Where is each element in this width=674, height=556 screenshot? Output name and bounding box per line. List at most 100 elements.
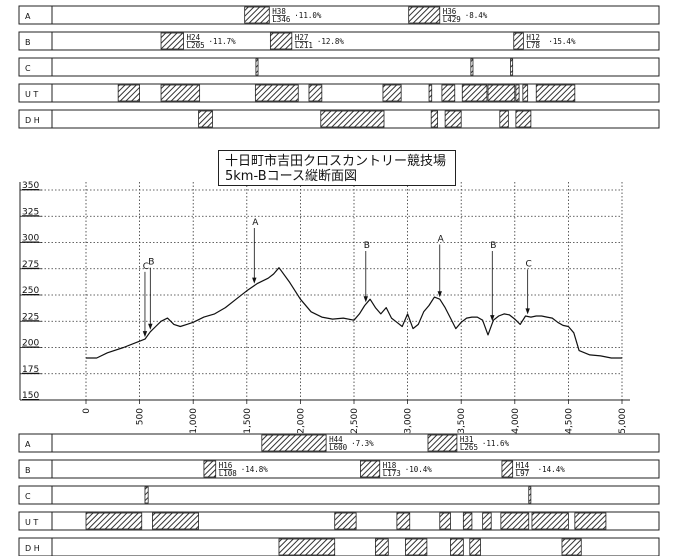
- band-row: D H: [18, 537, 660, 556]
- band-note-length: L108: [219, 469, 238, 478]
- band-block: [334, 512, 357, 530]
- band-note-length: L205: [187, 41, 205, 50]
- annotation-marker: A: [252, 218, 259, 284]
- annotation-arrow-head: [142, 331, 148, 338]
- band-block: [144, 486, 149, 504]
- band-label: U T: [25, 90, 38, 99]
- band-block: [405, 538, 428, 556]
- band-note-length: L265: [460, 443, 478, 452]
- band-frame: [18, 537, 660, 556]
- y-tick-label: 225: [22, 312, 39, 322]
- band-block: [439, 512, 451, 530]
- band-label: C: [25, 492, 31, 501]
- band-block: [462, 512, 473, 530]
- band-note-length: L78: [526, 41, 540, 50]
- band-note-height: H38: [272, 7, 286, 16]
- band-label: A: [25, 440, 31, 449]
- annotation-arrow-head: [437, 291, 442, 298]
- band-block: [261, 434, 327, 452]
- chart-title-line1: 十日町市吉田クロスカントリー競技場: [225, 154, 447, 169]
- annotation-marker: B: [490, 241, 496, 322]
- annotation-label: B: [148, 258, 154, 268]
- annotation-label: B: [364, 241, 370, 251]
- band-row: C: [18, 57, 660, 77]
- band-block: [152, 512, 199, 530]
- annotation-label: A: [438, 235, 445, 245]
- band-note-length: L97: [516, 469, 530, 478]
- band-block: [269, 32, 293, 50]
- band-block: [428, 84, 433, 102]
- x-tick-label: 1,500: [243, 408, 253, 434]
- annotation-arrow-head: [525, 308, 530, 315]
- band-note-height: H36: [443, 7, 457, 16]
- annotation-marker: A: [437, 235, 445, 298]
- band-block: [408, 6, 441, 24]
- band-row: D H: [18, 109, 660, 129]
- band-note-length: L173: [383, 469, 401, 478]
- band-note-length: L211: [295, 41, 313, 50]
- band-note-grade: ·15.4%: [548, 37, 576, 46]
- band-block: [482, 512, 492, 530]
- band-note-height: H27: [295, 33, 309, 42]
- band-block: [461, 84, 488, 102]
- band-block: [535, 84, 576, 102]
- band-block: [360, 460, 381, 478]
- band-row: C: [18, 485, 660, 505]
- chart-title-line2: 5km-Bコース縦断面図: [225, 169, 357, 184]
- annotation-label: B: [490, 241, 496, 251]
- x-tick-label: 2,500: [350, 408, 360, 434]
- band-block: [160, 32, 184, 50]
- x-tick-label: 500: [136, 408, 146, 425]
- band-frame: [18, 485, 660, 505]
- band-block: [510, 58, 514, 76]
- band-block: [441, 84, 456, 102]
- y-tick-label: 150: [22, 391, 39, 401]
- band-block: [528, 486, 532, 504]
- band-label: U T: [25, 518, 38, 527]
- band-label: B: [25, 38, 31, 47]
- band-block: [513, 32, 524, 50]
- band-block: [450, 538, 464, 556]
- band-frame: [18, 57, 660, 77]
- y-tick-label: 275: [22, 260, 39, 270]
- band-note-grade: ·11.6%: [482, 439, 510, 448]
- band-note-height: H31: [460, 435, 474, 444]
- band-note-grade: ·8.4%: [465, 11, 488, 20]
- y-tick-label: 200: [22, 339, 39, 349]
- band-frame: [18, 459, 660, 479]
- band-block: [444, 110, 462, 128]
- band-block: [500, 512, 530, 530]
- band-block: [203, 460, 217, 478]
- band-block: [561, 538, 582, 556]
- band-block: [308, 84, 323, 102]
- band-note-height: H24: [187, 33, 201, 42]
- band-block: [487, 84, 516, 102]
- band-label: A: [25, 12, 31, 21]
- band-block: [117, 84, 141, 102]
- annotation-marker: B: [148, 258, 154, 330]
- y-tick-label: 250: [22, 286, 39, 296]
- annotation-marker: C: [525, 259, 532, 315]
- band-block: [515, 110, 532, 128]
- annotation-marker: B: [363, 241, 370, 303]
- x-tick-label: 4,000: [511, 408, 521, 434]
- band-block: [470, 58, 474, 76]
- annotation-marker: C: [142, 262, 149, 338]
- band-note-height: H44: [329, 435, 343, 444]
- band-block: [254, 84, 299, 102]
- band-note-height: H14: [516, 461, 530, 470]
- y-tick-label: 300: [22, 234, 39, 244]
- band-note-grade: ·12.8%: [317, 37, 345, 46]
- band-row: U T: [18, 83, 660, 103]
- annotation-arrow-head: [363, 296, 368, 303]
- x-tick-label: 1,000: [189, 408, 199, 434]
- band-note-grade: ·10.4%: [405, 465, 433, 474]
- band-note-length: L429: [443, 15, 461, 24]
- annotation-label: C: [526, 259, 532, 269]
- band-note-height: H16: [219, 461, 233, 470]
